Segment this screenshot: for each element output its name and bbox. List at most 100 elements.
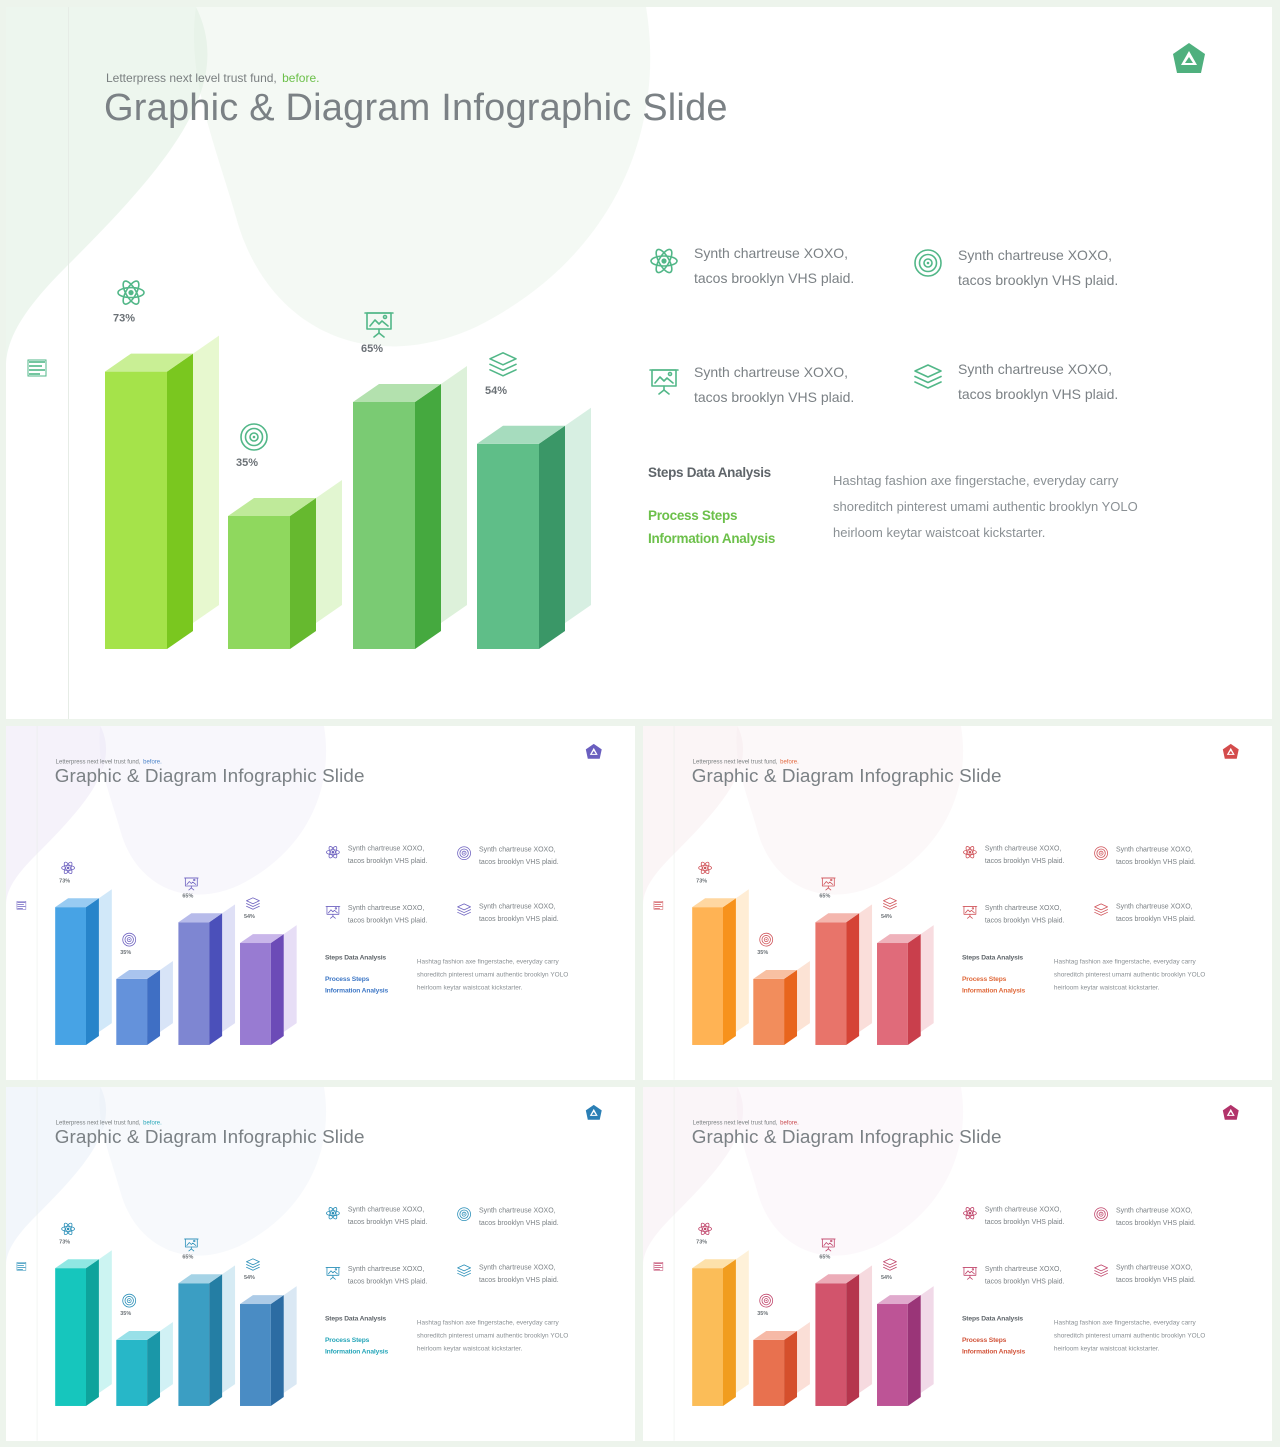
steps-accent-text: Process Steps Information Analysis	[962, 973, 1025, 996]
slide-content: Letterpress next level trust fund, befor…	[643, 1087, 1272, 1441]
menu-list-icon[interactable]	[16, 900, 27, 911]
feature-text: Synth chartreuse XOXO, tacos brooklyn VHS…	[1116, 1261, 1196, 1286]
feature-line-1: Synth chartreuse XOXO,	[984, 903, 1062, 912]
steps-heading: Steps Data Analysis	[648, 465, 771, 480]
feature-item-2: Synth chartreuse XOXO, tacos brooklyn VHS…	[456, 1206, 570, 1231]
bar-4	[240, 1286, 297, 1406]
feature-line-2: tacos brooklyn VHS plaid.	[984, 1276, 1065, 1285]
feature-line-1: Synth chartreuse XOXO,	[347, 1205, 425, 1214]
bar-shadow	[797, 1322, 810, 1394]
slide-title: Graphic & Diagram Infographic Slide	[54, 1126, 365, 1148]
background-shape	[643, 726, 964, 905]
bar-1	[692, 889, 749, 1045]
vertical-divider	[68, 7, 69, 719]
bar-front	[815, 1283, 847, 1406]
bar-2	[753, 961, 810, 1045]
feature-line-1: Synth chartreuse XOXO,	[1115, 901, 1193, 910]
bar-front	[240, 943, 271, 1045]
feature-line-2: tacos brooklyn VHS plaid.	[694, 389, 855, 405]
bar-shadow	[98, 1250, 112, 1394]
bar-side	[784, 969, 798, 1045]
background-shape	[643, 1087, 964, 1266]
target-icon	[240, 423, 268, 451]
feature-line-2: tacos brooklyn VHS plaid.	[1115, 1275, 1196, 1284]
slide-subtitle: Letterpress next level trust fund, befor…	[56, 758, 162, 765]
feature-item-3: Synth chartreuse XOXO, tacos brooklyn VHS…	[962, 1264, 1076, 1289]
feature-text: Synth chartreuse XOXO, tacos brooklyn VHS…	[958, 357, 1118, 407]
bar-value-label: 65%	[182, 893, 193, 899]
bar-shadow	[222, 1265, 236, 1394]
subtitle-accent: before.	[143, 757, 162, 765]
atom-icon	[698, 861, 712, 875]
feature-item-4: Synth chartreuse XOXO, tacos brooklyn VHS…	[456, 1263, 570, 1288]
bar-top	[116, 1330, 161, 1340]
description-paragraph: Hashtag fashion axe fingerstache, everyd…	[1053, 1318, 1206, 1352]
presentation-board-icon	[820, 877, 836, 891]
bar-side	[415, 384, 441, 649]
slide-title: Graphic & Diagram Infographic Slide	[691, 765, 1002, 787]
atom-icon	[325, 844, 341, 860]
atom-icon	[962, 844, 978, 860]
bar-top	[815, 913, 860, 923]
slide-subtitle: Letterpress next level trust fund, befor…	[693, 758, 799, 765]
feature-line-2: tacos brooklyn VHS plaid.	[1115, 857, 1196, 866]
bar-top	[105, 353, 193, 372]
description-paragraph: Hashtag fashion axe fingerstache, everyd…	[833, 473, 1138, 540]
menu-list-icon[interactable]	[653, 1261, 664, 1272]
feature-line-1: Synth chartreuse XOXO,	[1115, 845, 1193, 854]
bar-front	[692, 907, 723, 1045]
target-icon	[456, 845, 472, 861]
bar-2	[753, 1322, 810, 1406]
background-shape	[6, 7, 651, 367]
subtitle-accent: before.	[282, 71, 320, 85]
bar-value-label: 54%	[881, 914, 892, 920]
feature-text: Synth chartreuse XOXO, tacos brooklyn VHS…	[985, 901, 1065, 926]
bar-shadow	[920, 1286, 934, 1394]
bar-front	[477, 443, 539, 649]
subtitle-text: Letterpress next level trust fund,	[692, 1118, 780, 1126]
bar-shadow	[98, 889, 112, 1033]
bar-3	[815, 1265, 873, 1406]
menu-list-icon[interactable]	[26, 357, 48, 379]
subtitle-accent: before.	[780, 1118, 799, 1126]
bar-top	[877, 1295, 921, 1305]
bar-2	[228, 480, 342, 649]
bar-4	[877, 1286, 934, 1406]
bar-shadow	[565, 407, 591, 623]
brand-logo-icon	[585, 1104, 602, 1120]
bar-value-label: 54%	[244, 1275, 255, 1281]
steps-accent-text: Process Steps Information Analysis	[325, 973, 388, 996]
feature-text: Synth chartreuse XOXO, tacos brooklyn VHS…	[348, 1262, 428, 1287]
steps-line-1: Process Steps	[324, 974, 370, 983]
feature-line-2: tacos brooklyn VHS plaid.	[478, 857, 559, 866]
bar-4	[877, 925, 934, 1045]
bar-value-label: 35%	[120, 1311, 131, 1317]
layers-icon	[246, 1258, 260, 1271]
steps-line-1: Process Steps	[961, 1335, 1007, 1344]
bar-2	[116, 961, 173, 1045]
bar-top	[353, 384, 441, 402]
brand-logo-icon	[1173, 43, 1205, 73]
presentation-board-icon	[962, 903, 978, 919]
bar-value-label: 65%	[819, 893, 830, 899]
target-icon	[1093, 845, 1109, 861]
steps-accent-text: Process Steps Information Analysis	[325, 1334, 388, 1357]
bar-front	[178, 1283, 210, 1406]
bar-shadow	[735, 889, 749, 1033]
feature-line-1: Synth chartreuse XOXO,	[478, 1206, 556, 1215]
bar-value-label: 65%	[819, 1254, 830, 1260]
presentation-board-icon	[325, 1264, 341, 1280]
bar-1	[55, 889, 112, 1045]
bar-4	[240, 925, 297, 1045]
subtitle-text: Letterpress next level trust fund,	[692, 757, 780, 765]
menu-list-icon[interactable]	[16, 1261, 27, 1272]
bar-top	[240, 1295, 284, 1305]
feature-line-1: Synth chartreuse XOXO,	[958, 247, 1113, 263]
subtitle-text: Letterpress next level trust fund,	[55, 757, 143, 765]
menu-list-icon[interactable]	[653, 900, 664, 911]
bar-shadow	[283, 925, 297, 1033]
feature-text: Synth chartreuse XOXO, tacos brooklyn VHS…	[1116, 1204, 1196, 1229]
steps-line-1: Process Steps	[961, 974, 1007, 983]
feature-line-2: tacos brooklyn VHS plaid.	[984, 1217, 1065, 1226]
bar-top	[178, 913, 223, 923]
